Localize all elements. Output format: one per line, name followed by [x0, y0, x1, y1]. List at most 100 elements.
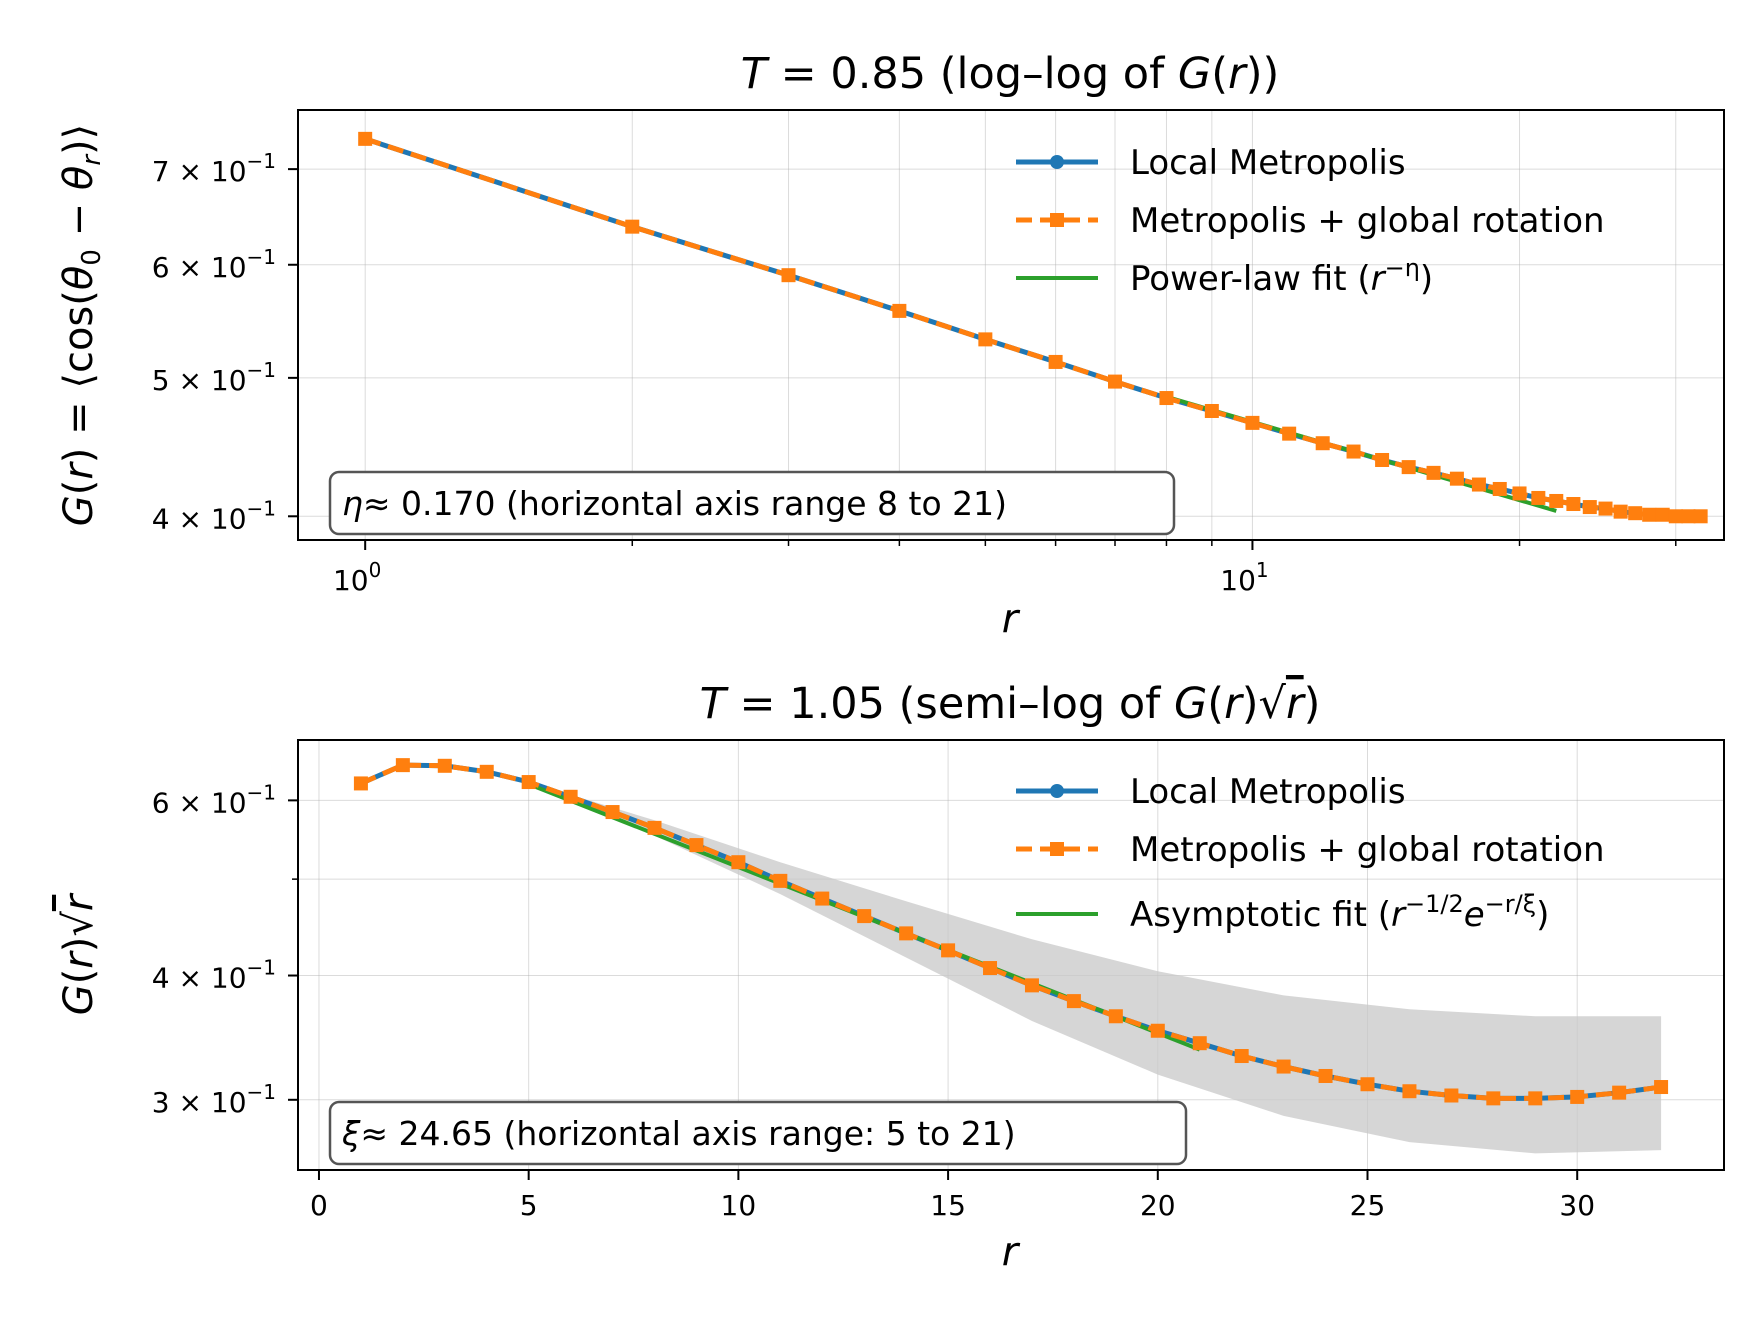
- bottom-y-tick-label: 4 × 10−1: [152, 956, 276, 995]
- top-global-rotation-point: [1531, 490, 1546, 505]
- top-global-rotation-point: [1401, 460, 1416, 475]
- bottom-global-rotation-point: [899, 926, 914, 941]
- bottom-global-rotation-point: [773, 873, 788, 888]
- top-annotation: η≈ 0.170 (horizontal axis range 8 to 21): [328, 470, 1176, 536]
- top-global-rotation-point: [1315, 436, 1330, 451]
- top-y-tick-label: 4 × 10−1: [152, 496, 276, 535]
- svg-text:G(r)√r: G(r)√r: [56, 892, 102, 1015]
- top-global-rotation-point: [1048, 354, 1063, 369]
- top-global-rotation-point: [1492, 481, 1507, 496]
- top-global-rotation-point: [1642, 507, 1657, 522]
- top-axes-frame: [297, 109, 1725, 541]
- bottom-global-rotation-point: [1570, 1089, 1585, 1104]
- bottom-annotation-text: ξ≈ 24.65 (horizontal axis range: 5 to 21…: [341, 1114, 1016, 1153]
- top-global-rotation-point: [625, 219, 640, 234]
- bottom-series: [353, 758, 1669, 1154]
- top-global-rotation-point: [1426, 465, 1441, 480]
- top-global-rotation-point: [358, 131, 373, 146]
- bottom-global-rotation-point: [941, 943, 956, 958]
- bottom-x-tick-label: 0: [310, 1189, 328, 1222]
- bottom-panel: T = 1.05 (semi–log of G(r)√r) 0 5 10 15 20 25…: [56, 679, 1725, 1275]
- bottom-global-rotation-point: [605, 805, 620, 820]
- top-global-rotation-point: [1375, 452, 1390, 467]
- top-global-rotation-point: [1108, 374, 1123, 389]
- bottom-annotation: ξ≈ 24.65 (horizontal axis range: 5 to 21…: [328, 1100, 1188, 1166]
- bottom-global-rotation-point: [1486, 1091, 1501, 1106]
- top-global-rotation-point: [1204, 403, 1219, 418]
- bottom-axes-frame: [297, 739, 1725, 1171]
- bottom-y-axis-label: G(r)√r: [56, 892, 102, 1015]
- bottom-global-rotation-point: [1654, 1080, 1669, 1095]
- bottom-global-rotation-point: [1402, 1084, 1417, 1099]
- bottom-global-rotation-point: [479, 764, 494, 779]
- bottom-legend: Local Metropolis Metropolis + global rot…: [1016, 772, 1605, 935]
- bottom-global-rotation-point: [1528, 1091, 1543, 1106]
- bottom-legend-item-global-rotation: Metropolis + global rotation: [1016, 830, 1605, 870]
- top-series-global-rotation-line: [364, 136, 1701, 519]
- bottom-global-rotation-point: [395, 758, 410, 773]
- top-y-tick-label: 6 × 10−1: [152, 245, 276, 284]
- top-x-tick-label: 101: [1220, 558, 1268, 597]
- top-series: [358, 131, 1708, 524]
- bottom-global-rotation-point: [1276, 1059, 1291, 1074]
- top-panel: T = 0.85 (log–log of G(r)) 100 101 4 × 10−…: [56, 49, 1725, 642]
- top-legend-label-global: Metropolis + global rotation: [1130, 201, 1605, 241]
- bottom-global-rotation-point: [437, 758, 452, 773]
- bottom-x-tick-label: 20: [1140, 1189, 1176, 1222]
- top-global-rotation-point: [1655, 507, 1670, 522]
- bottom-global-rotation-point: [689, 838, 704, 853]
- bottom-legend-item-local-metropolis: Local Metropolis: [1016, 772, 1406, 812]
- top-global-rotation-point: [978, 332, 993, 347]
- bottom-global-rotation-point: [1444, 1088, 1459, 1103]
- bottom-uncertainty-band: [528, 782, 1662, 1154]
- bottom-legend-item-asymptotic-fit: Asymptotic fit (r−1/2e−r/ξ): [1016, 890, 1549, 935]
- top-global-rotation-point: [1282, 426, 1297, 441]
- top-global-rotation-point: [1582, 500, 1597, 515]
- bottom-global-rotation-point: [521, 775, 536, 790]
- bottom-y-tick-label: 6 × 10−1: [152, 780, 276, 819]
- top-global-rotation-point: [892, 303, 907, 318]
- bottom-global-rotation-point: [815, 891, 830, 906]
- bottom-legend-label-local: Local Metropolis: [1130, 772, 1406, 812]
- top-global-rotation-point: [1566, 497, 1581, 512]
- bottom-x-tick-label: 15: [930, 1189, 966, 1222]
- bottom-global-rotation-point: [1612, 1085, 1627, 1100]
- top-global-rotation-point: [1613, 504, 1628, 519]
- top-global-rotation-point: [1159, 391, 1174, 406]
- bottom-chart-title: T = 1.05 (semi–log of G(r)√r): [700, 679, 1321, 729]
- top-y-tick-label: 5 × 10−1: [152, 358, 276, 397]
- bottom-ticks: 0 5 10 15 20 25 30 3 × 10−1 4 × 10−1 6 × 10−1: [152, 780, 1595, 1222]
- svg-text:G(r) = ⟨cos(θ0 − θr)⟩: G(r) = ⟨cos(θ0 − θr)⟩: [56, 124, 107, 527]
- top-global-rotation-point: [1449, 471, 1464, 486]
- bottom-x-tick-label: 30: [1559, 1189, 1595, 1222]
- bottom-global-rotation-point: [1234, 1049, 1249, 1064]
- top-legend-item-global-rotation: Metropolis + global rotation: [1016, 201, 1605, 241]
- top-y-axis-label: G(r) = ⟨cos(θ0 − θr)⟩: [56, 124, 107, 527]
- top-series-local-metropolis-line: [364, 136, 1701, 519]
- top-global-rotation-point: [1681, 509, 1696, 524]
- top-legend-label-fit: Power-law fit (r−η): [1130, 254, 1433, 299]
- top-global-rotation-point: [1346, 444, 1361, 459]
- bottom-global-rotation-point: [983, 961, 998, 976]
- bottom-global-rotation-point: [563, 789, 578, 804]
- bottom-legend-label-fit: Asymptotic fit (r−1/2e−r/ξ): [1130, 890, 1549, 935]
- top-global-rotation-point: [1512, 486, 1527, 501]
- bottom-global-rotation-point: [1108, 1009, 1123, 1024]
- bottom-global-rotation-point: [1066, 994, 1081, 1009]
- top-x-axis-label: r: [1002, 596, 1021, 642]
- top-annotation-text: η≈ 0.170 (horizontal axis range 8 to 21): [342, 484, 1007, 523]
- top-legend-item-local-metropolis: Local Metropolis: [1016, 143, 1406, 183]
- top-chart-title: T = 0.85 (log–log of G(r)): [741, 49, 1280, 99]
- bottom-legend-label-global: Metropolis + global rotation: [1130, 830, 1605, 870]
- bottom-global-rotation-point: [353, 776, 368, 791]
- top-y-tick-label: 7 × 10−1: [152, 149, 276, 188]
- bottom-x-tick-label: 10: [721, 1189, 757, 1222]
- top-legend: Local Metropolis Metropolis + global rot…: [1016, 143, 1605, 299]
- top-legend-item-power-law-fit: Power-law fit (r−η): [1016, 254, 1433, 299]
- top-global-rotation-point: [781, 268, 796, 283]
- bottom-global-rotation-point: [1360, 1077, 1375, 1092]
- bottom-global-rotation-point: [1192, 1036, 1207, 1051]
- bottom-global-rotation-point: [1318, 1068, 1333, 1083]
- bottom-x-tick-label: 5: [520, 1189, 538, 1222]
